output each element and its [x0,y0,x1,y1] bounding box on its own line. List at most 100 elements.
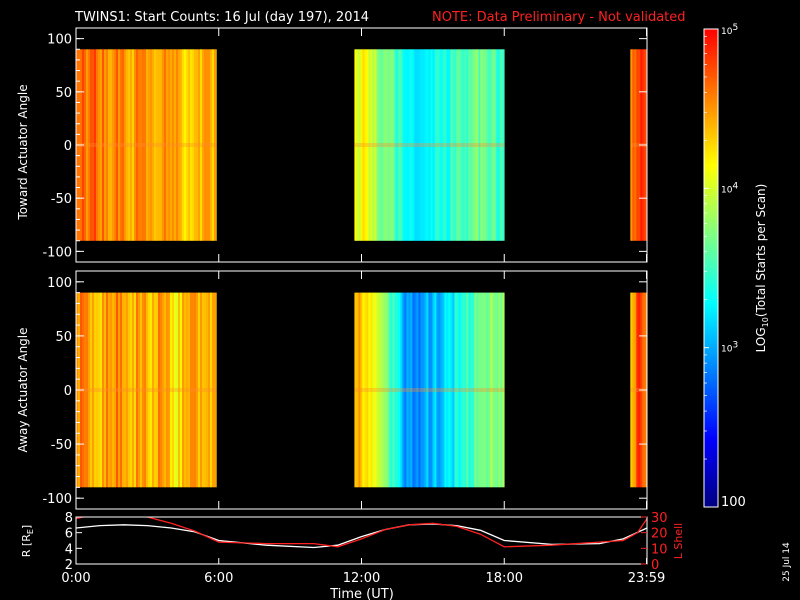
heatmap-column [410,49,413,241]
heatmap-column [176,292,179,488]
heatmap-column [190,49,193,241]
heatmap-column [376,49,379,241]
heatmap-column [480,49,483,241]
heatmap-column [454,292,457,488]
heatmap-column [400,49,403,241]
heatmap-column [476,292,479,488]
heatmap-column [458,49,461,241]
r-tick-label: 8 [65,511,73,526]
heatmap-column [172,292,175,488]
heatmap-column [374,292,377,488]
heatmap-column [474,292,477,488]
away-ylabel: Away Actuator Angle [16,327,30,452]
heatmap-column [472,49,475,241]
colorbar-tick-exp: 5 [732,23,738,33]
heatmap-column [104,292,107,488]
heatmap-column [466,49,469,241]
heatmap-column [630,49,633,241]
lshell-tick-label: 10 [651,542,668,557]
heatmap-column [482,292,485,488]
heatmap-column [120,292,123,488]
heatmap-column [370,292,373,488]
heatmap-column [98,49,101,241]
heatmap-column [468,292,471,488]
heatmap-column [354,292,357,488]
heatmap-column [124,292,127,488]
zero-angle-stripe [76,388,217,392]
heatmap-column [366,292,369,488]
heatmap-column [382,49,385,241]
heatmap-column [170,49,173,241]
heatmap-column [440,292,443,488]
heatmap-column [156,49,159,241]
heatmap-column [448,49,451,241]
heatmap-column [124,49,127,241]
heatmap-column [122,49,125,241]
heatmap-column [466,292,469,488]
heatmap-column [108,292,111,488]
heatmap-column [432,292,435,488]
heatmap-column [212,49,215,241]
heatmap-column [396,49,399,241]
heatmap-column [464,49,467,241]
away-heatmap-data [76,292,648,488]
heatmap-column [486,49,489,241]
heatmap-column [200,49,203,241]
heatmap-column [378,49,381,241]
heatmap-column [208,49,211,241]
heatmap-column [478,49,481,241]
y-tick-label: 0 [64,384,72,399]
heatmap-column [136,49,139,241]
heatmap-column [376,292,379,488]
colorbar-gradient [703,28,719,508]
heatmap-column [178,292,181,488]
heatmap-column [364,292,367,488]
heatmap-column [468,49,471,241]
heatmap-column [158,292,161,488]
heatmap-column [630,292,633,488]
heatmap-column [418,49,421,241]
heatmap-column [634,49,637,241]
heatmap-column [484,292,487,488]
y-tick-label: -50 [51,192,72,207]
colorbar-tick-label: 103 [721,341,738,355]
heatmap-column [100,49,103,241]
heatmap-column [356,292,359,488]
heatmap-column [174,292,177,488]
heatmap-column [416,49,419,241]
heatmap-column [180,292,183,488]
zero-angle-stripe [630,388,647,392]
y-tick-label: 100 [47,33,72,48]
heatmap-column [394,292,397,488]
away-segment-1 [354,292,505,488]
heatmap-column [130,292,133,488]
heatmap-column [444,49,447,241]
away-segment-0 [76,292,217,488]
heatmap-column [354,49,357,241]
heatmap-column [164,292,167,488]
r-tick-label: 6 [65,527,73,542]
x-tick-label: 23:59 [628,571,665,586]
lshell-series-line [76,517,647,548]
toward-heatmap-data [76,49,648,241]
zero-angle-stripe [630,143,647,147]
colorbar-tick-exp: 3 [732,341,738,351]
heatmap-column [444,292,447,488]
heatmap-column [386,292,389,488]
heatmap-column [410,292,413,488]
heatmap-column [90,49,93,241]
heatmap-column [96,49,99,241]
y-tick-label: 100 [47,276,72,291]
heatmap-column [414,49,417,241]
heatmap-column [370,49,373,241]
r-ylabel: R [RE] [20,525,35,557]
heatmap-column [390,292,393,488]
r-ylabel-tail: ] [20,525,33,529]
heatmap-column [420,49,423,241]
heatmap-column [106,292,109,488]
heatmap-column [484,49,487,241]
heatmap-column [202,49,205,241]
r-ylabel-group: R [RE] [20,525,35,557]
heatmap-column [408,292,411,488]
